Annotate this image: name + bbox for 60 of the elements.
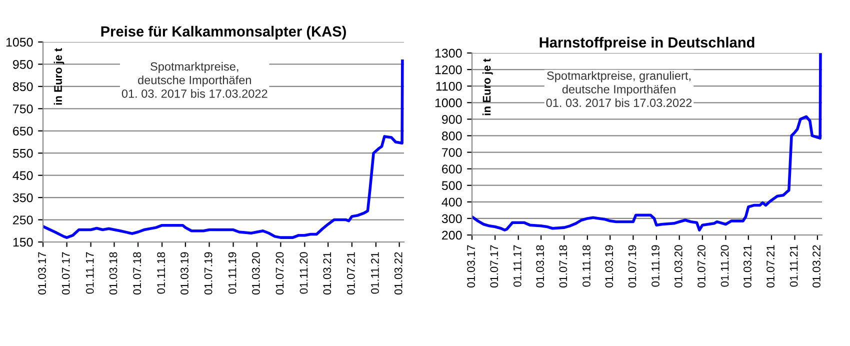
x-tick-label: 01.03.18 bbox=[109, 252, 118, 295]
y-tick-label: 750 bbox=[13, 104, 33, 114]
x-tick-label: 01.07.19 bbox=[204, 252, 212, 295]
x-tick-label: 01.11.20 bbox=[720, 245, 729, 287]
x-tick-label: 01.07.19 bbox=[628, 245, 636, 288]
y-axis-title: in Euro je t bbox=[54, 48, 64, 105]
x-tick-label: 01.11.19 bbox=[228, 252, 236, 294]
y-tick-label: 200 bbox=[442, 230, 462, 240]
x-tick-label: 01.07.21 bbox=[347, 252, 355, 295]
x-tick-label: 01.11.18 bbox=[582, 245, 590, 287]
y-tick-label: 150 bbox=[13, 238, 33, 247]
x-tick-label: 01.07.20 bbox=[276, 252, 284, 295]
x-tick-label: 01.03.19 bbox=[605, 245, 614, 288]
annotation: Spotmarktpreise, granuliert, deutsche Importhäfen 01. 03. 2017 bis 17.03.2022 bbox=[546, 71, 692, 108]
x-tick-label: 01.03.21 bbox=[744, 245, 752, 288]
y-tick-label: 250 bbox=[13, 216, 33, 224]
y-tick-label: 600 bbox=[442, 164, 462, 174]
x-tick-label: 01.07.21 bbox=[766, 245, 774, 288]
y-tick-label: 1100 bbox=[436, 82, 462, 91]
y-tick-label: 650 bbox=[13, 126, 33, 136]
y-tick-label: 500 bbox=[442, 181, 462, 190]
x-tick-label: 01.03.21 bbox=[323, 252, 332, 295]
x-tick-label: 01.03.17 bbox=[38, 252, 46, 295]
x-tick-label: 01.07.18 bbox=[133, 252, 142, 295]
x-tick-label: 01.03.17 bbox=[467, 245, 475, 288]
annotation: Spotmarktpreise, deutsche Importhäfen 01. 03. 2017 bis 17.03.2022 bbox=[122, 62, 268, 98]
chart-title: Preise für Kalkammonsalpter (KAS) bbox=[101, 26, 346, 40]
x-tick-label: 01.11.21 bbox=[371, 252, 379, 294]
x-tick-label: 01.03.22 bbox=[394, 252, 402, 295]
y-tick-label: 400 bbox=[442, 198, 462, 207]
y-tick-label: 800 bbox=[442, 132, 462, 140]
chart-title: Harnstoffpreise in Deutschland bbox=[540, 36, 754, 50]
x-tick-label: 01.11.19 bbox=[652, 245, 660, 287]
y-tick-label: 1300 bbox=[435, 48, 462, 58]
y-tick-label: 450 bbox=[12, 171, 33, 180]
x-tick-label: 01.11.18 bbox=[157, 252, 166, 294]
x-tick-label: 01.11.17 bbox=[86, 252, 94, 294]
x-tick-label: 01.11.21 bbox=[790, 245, 798, 287]
x-tick-label: 01.07.17 bbox=[490, 245, 498, 288]
y-tick-label: 350 bbox=[12, 193, 33, 202]
x-tick-label: 01.11.17 bbox=[513, 245, 522, 287]
y-tick-label: 550 bbox=[12, 148, 33, 158]
y-tick-label: 1000 bbox=[435, 98, 462, 108]
x-tick-label: 01.11.20 bbox=[300, 252, 308, 294]
y-tick-label: 700 bbox=[442, 148, 462, 157]
x-tick-label: 01.03.20 bbox=[252, 252, 260, 295]
x-tick-label: 01.03.22 bbox=[812, 245, 820, 288]
y-tick-label: 300 bbox=[442, 214, 462, 224]
x-tick-label: 01.03.20 bbox=[674, 245, 682, 288]
y-tick-label: 850 bbox=[12, 82, 33, 92]
x-tick-label: 01.07.17 bbox=[62, 252, 70, 295]
x-tick-label: 01.07.20 bbox=[698, 245, 706, 288]
y-tick-label: 1050 bbox=[6, 38, 33, 47]
y-tick-label: 950 bbox=[13, 60, 33, 69]
x-tick-label: 01.07.18 bbox=[559, 245, 568, 288]
x-tick-label: 01.03.19 bbox=[180, 252, 188, 295]
y-axis-title: in Euro je t bbox=[482, 58, 493, 116]
x-tick-label: 01.03.18 bbox=[536, 245, 544, 288]
y-tick-label: 900 bbox=[442, 114, 462, 124]
y-tick-label: 1200 bbox=[435, 65, 462, 74]
